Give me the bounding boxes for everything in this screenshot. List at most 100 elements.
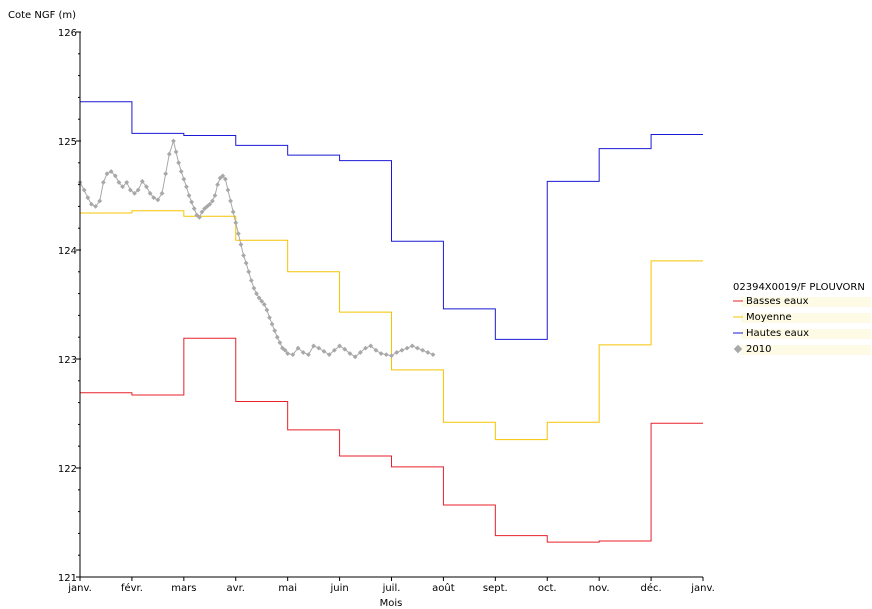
- legend-label-hautes-eaux: Hautes eaux: [746, 328, 809, 339]
- data-point-2010: [368, 343, 374, 349]
- grid-layer: [77, 101, 703, 543]
- data-point-2010: [264, 307, 270, 313]
- data-point-2010: [241, 253, 246, 258]
- data-point-2010: [100, 180, 106, 185]
- data-point-2010: [251, 285, 257, 291]
- legend-bg-2010: [741, 345, 871, 355]
- x-tick-label: déc.: [640, 582, 661, 594]
- data-point-2010: [176, 160, 182, 166]
- data-point-2010: [163, 171, 169, 177]
- legend-label-2010: 2010: [746, 344, 771, 355]
- data-point-2010: [378, 351, 384, 356]
- series-line-hautes-eaux: [80, 101, 703, 340]
- data-point-2010: [259, 298, 265, 304]
- data-point-2010: [235, 231, 241, 237]
- data-point-2010: [186, 193, 192, 198]
- y-tick-label: 122: [58, 464, 77, 475]
- data-point-2010: [316, 345, 322, 351]
- data-point-2010: [85, 195, 91, 201]
- data-point-2010: [254, 291, 259, 297]
- data-point-2010: [267, 315, 272, 320]
- data-point-2010: [248, 278, 254, 283]
- data-point-2010: [311, 343, 317, 349]
- legend-bg-hautes-eaux: [741, 329, 871, 339]
- series-line-basses-eaux: [80, 337, 703, 543]
- legend-label-basses-eaux: Basses eaux: [746, 296, 809, 307]
- data-point-2010: [81, 187, 87, 193]
- data-point-2010: [191, 206, 197, 211]
- data-point-2010: [147, 190, 153, 196]
- data-point-2010: [326, 352, 332, 358]
- data-point-2010: [404, 345, 410, 351]
- data-point-2010: [399, 347, 405, 353]
- data-point-2010: [159, 190, 165, 196]
- data-point-2010: [144, 184, 149, 190]
- legend-bg-basses-eaux: [741, 297, 871, 307]
- data-point-2010: [282, 347, 288, 353]
- data-point-2010: [290, 352, 296, 358]
- x-tick-label: avr.: [227, 583, 245, 594]
- y-tick-label: 123: [58, 355, 77, 366]
- data-point-2010: [215, 182, 220, 188]
- y-tick-label: 125: [58, 137, 77, 148]
- x-tick-label: oct.: [538, 583, 557, 594]
- data-point-2010: [233, 220, 239, 226]
- x-tick-label: juil.: [382, 583, 401, 594]
- y-axis-label: Cote NGF (m): [8, 10, 76, 21]
- data-point-2010: [274, 334, 280, 340]
- legend-swatch-2010: [733, 344, 743, 354]
- data-point-2010: [225, 187, 231, 193]
- data-point-2010: [306, 352, 311, 358]
- data-point-2010: [166, 151, 172, 157]
- data-point-2010: [178, 169, 184, 174]
- data-point-2010: [197, 214, 202, 220]
- x-tick-label: févr.: [121, 582, 143, 594]
- data-point-2010: [93, 203, 98, 209]
- x-tick-label: août: [432, 582, 455, 594]
- data-point-2010: [415, 345, 420, 351]
- x-tick-label: janv.: [690, 583, 715, 594]
- data-point-2010: [389, 353, 394, 359]
- data-point-2010: [420, 347, 426, 353]
- axes: 121 122 123 124 125 126 janv. févr. mars avr. mai j…: [58, 28, 715, 594]
- data-point-2010: [132, 190, 137, 196]
- series-line-moyenne: [80, 210, 703, 441]
- data-point-2010: [243, 260, 249, 266]
- data-point-2010: [171, 138, 176, 144]
- data-point-2010: [89, 201, 94, 207]
- data-point-2010: [104, 171, 110, 177]
- data-point-2010: [269, 321, 275, 327]
- legend-title: 02394X0019/F PLOUVORN: [733, 282, 865, 293]
- series-line-2010: [79, 139, 434, 358]
- data-point-2010: [238, 242, 244, 247]
- x-tick-label: nov.: [589, 583, 610, 594]
- data-point-2010: [228, 198, 233, 204]
- data-point-2010: [97, 198, 103, 204]
- x-tick-label: janv.: [67, 583, 92, 594]
- x-tick-label: mars: [171, 583, 196, 594]
- data-point-2010: [212, 193, 218, 198]
- legend-label-moyenne: Moyenne: [746, 312, 792, 323]
- x-tick-label: mai: [278, 583, 297, 594]
- data-point-2010: [430, 352, 436, 358]
- data-point-2010: [230, 209, 236, 215]
- data-point-2010: [321, 348, 327, 354]
- data-point-2010: [383, 352, 389, 358]
- data-point-2010: [181, 176, 187, 182]
- x-tick-label: sept.: [483, 583, 508, 594]
- data-point-2010: [120, 184, 125, 190]
- data-point-2010: [277, 340, 283, 346]
- y-tick-label: 124: [58, 246, 77, 257]
- data-point-2010: [124, 180, 130, 185]
- data-point-2010: [155, 197, 161, 203]
- y-tick-label: 121: [58, 573, 77, 584]
- data-point-2010: [337, 343, 342, 349]
- x-tick-label: juin: [329, 583, 348, 594]
- data-point-2010: [272, 328, 278, 334]
- legend-bg-moyenne: [741, 313, 871, 323]
- data-point-2010: [184, 184, 189, 190]
- data-point-2010: [173, 149, 179, 155]
- data-point-2010: [409, 343, 415, 349]
- data-point-2010: [220, 173, 226, 179]
